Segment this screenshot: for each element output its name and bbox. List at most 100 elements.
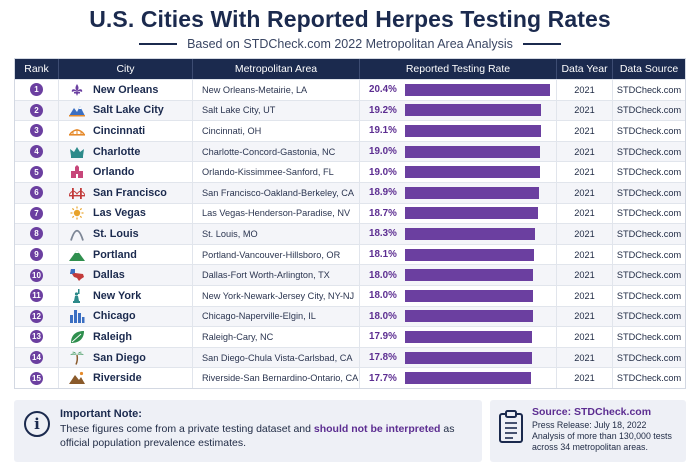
- rate-bar-track: [405, 248, 550, 261]
- table-row: 5 Orlando Orlando-Kissimmee-Sanford, FL …: [15, 161, 685, 182]
- rate-bar-track: [405, 330, 550, 343]
- city-cell: San Francisco: [59, 182, 193, 203]
- rate-bar-track: [405, 289, 550, 302]
- city-cell: Dallas: [59, 265, 193, 285]
- rate-value: 18.0%: [369, 310, 397, 322]
- rate-bar-track: [405, 310, 550, 323]
- rate-bar-track: [405, 166, 550, 179]
- city-name: Cincinnati: [93, 124, 146, 137]
- rate-cell: 18.9%: [360, 182, 557, 203]
- metro-cell: Salt Lake City, UT: [193, 100, 360, 121]
- rank-badge: 13: [30, 330, 43, 344]
- rate-bar: [405, 289, 533, 302]
- table-row: 8 St. Louis St. Louis, MO 18.3% 2021 STD…: [15, 223, 685, 244]
- rank-cell: 12: [15, 306, 59, 327]
- metro-cell: New York-Newark-Jersey City, NY-NJ: [193, 285, 360, 306]
- rate-bar-track: [405, 186, 550, 199]
- table-row: 12 Chicago Chicago-Naperville-Elgin, IL …: [15, 305, 685, 327]
- metro-cell: Chicago-Naperville-Elgin, IL: [193, 306, 360, 327]
- rate-bar: [405, 104, 542, 117]
- header-year: Data Year: [557, 59, 613, 79]
- rate-cell: 18.1%: [360, 244, 557, 265]
- rank-badge: 14: [30, 351, 43, 365]
- source-cell: STDCheck.com: [616, 311, 682, 322]
- statue-of-liberty-icon: [69, 288, 85, 303]
- city-name: Chicago: [93, 310, 136, 323]
- source-cell: STDCheck.com: [616, 373, 682, 384]
- year-cell: 2021: [557, 244, 613, 265]
- metro-cell: Raleigh-Cary, NC: [193, 327, 360, 347]
- rate-value: 19.1%: [369, 125, 397, 137]
- rate-cell: 18.7%: [360, 203, 557, 224]
- year-cell: 2021: [557, 285, 613, 306]
- rank-badge: 11: [30, 289, 43, 303]
- table-body: 1 New Orleans New Orleans-Metairie, LA 2…: [15, 79, 685, 388]
- metro-cell: New Orleans-Metairie, LA: [193, 80, 360, 100]
- rate-bar-track: [405, 207, 550, 220]
- metro-cell: San Diego-Chula Vista-Carlsbad, CA: [193, 347, 360, 368]
- source-title: Source: STDCheck.com: [532, 406, 652, 418]
- year-cell: 2021: [557, 162, 613, 182]
- bridge-icon: [69, 124, 85, 138]
- rank-badge: 1: [30, 83, 43, 97]
- rate-bar: [405, 124, 541, 137]
- table-row: 10 Dallas Dallas-Fort Worth-Arlington, T…: [15, 264, 685, 285]
- source-line-3: across 34 metropolitan areas.: [532, 442, 648, 452]
- note-text-bold: should not be interpreted: [313, 423, 441, 435]
- crown-icon: [69, 145, 85, 159]
- source-cell: STDCheck.com: [616, 84, 682, 95]
- rank-cell: 4: [15, 141, 59, 162]
- rank-badge: 4: [30, 145, 43, 159]
- city-cell: Charlotte: [59, 141, 193, 162]
- city-name: Charlotte: [93, 145, 141, 158]
- city-name: New York: [93, 289, 142, 302]
- source-cell: STDCheck.com: [616, 331, 682, 342]
- rate-bar: [405, 145, 541, 158]
- rank-cell: 6: [15, 182, 59, 203]
- page-subtitle: Based on STDCheck.com 2022 Metropolitan …: [187, 37, 513, 51]
- source-cell: STDCheck.com: [616, 228, 682, 239]
- table-row: 14 San Diego San Diego-Chula Vista-Carls…: [15, 346, 685, 368]
- rank-cell: 11: [15, 285, 59, 306]
- rate-value: 19.0%: [369, 166, 397, 178]
- table-row: 9 Portland Portland-Vancouver-Hillsboro,…: [15, 243, 685, 265]
- rate-cell: 19.0%: [360, 162, 557, 182]
- rate-bar-track: [405, 104, 550, 117]
- source-cell: STDCheck.com: [616, 105, 682, 116]
- metro-cell: Charlotte-Concord-Gastonia, NC: [193, 141, 360, 162]
- subtitle-row: Based on STDCheck.com 2022 Metropolitan …: [0, 36, 700, 52]
- source-content: Source: STDCheck.com Press Release: July…: [532, 406, 672, 456]
- year-cell: 2021: [557, 100, 613, 121]
- rank-cell: 8: [15, 224, 59, 244]
- rate-bar: [405, 83, 550, 96]
- rank-badge: 3: [30, 124, 43, 138]
- table-row: 1 New Orleans New Orleans-Metairie, LA 2…: [15, 79, 685, 100]
- note-text-part-1: These figures come from a private testin…: [60, 423, 314, 435]
- skyline-icon: [69, 309, 85, 324]
- rate-bar: [405, 269, 533, 282]
- rank-badge: 15: [30, 371, 43, 385]
- hills-icon: [69, 371, 85, 385]
- rate-value: 19.2%: [369, 104, 397, 116]
- rate-bar: [405, 330, 533, 343]
- source-cell: STDCheck.com: [616, 270, 682, 281]
- rate-cell: 19.0%: [360, 141, 557, 162]
- rank-cell: 13: [15, 327, 59, 347]
- fleur-de-lis-icon: [69, 83, 85, 97]
- metro-cell: San Francisco-Oakland-Berkeley, CA: [193, 182, 360, 203]
- city-cell: Orlando: [59, 162, 193, 182]
- rate-cell: 17.8%: [360, 347, 557, 368]
- golden-gate-icon: [69, 186, 85, 200]
- rank-badge: 6: [30, 186, 43, 200]
- rate-bar: [405, 372, 531, 385]
- rate-value: 20.4%: [369, 84, 397, 96]
- metro-cell: Portland-Vancouver-Hillsboro, OR: [193, 244, 360, 265]
- page-title: U.S. Cities With Reported Herpes Testing…: [89, 6, 611, 32]
- source-cell: STDCheck.com: [616, 187, 682, 198]
- mountains-icon: [69, 103, 85, 117]
- city-name: Riverside: [93, 372, 142, 385]
- info-icon: i: [24, 411, 50, 437]
- rate-bar-track: [405, 372, 550, 385]
- year-cell: 2021: [557, 368, 613, 388]
- rate-cell: 17.9%: [360, 327, 557, 347]
